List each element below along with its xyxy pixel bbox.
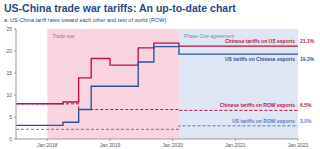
svg-text:3.0%: 3.0% [300, 118, 312, 124]
svg-text:Jan 2021: Jan 2021 [225, 142, 246, 148]
svg-text:Jan 2020: Jan 2020 [162, 142, 183, 148]
svg-text:Jan 2022: Jan 2022 [288, 142, 309, 148]
svg-text:0: 0 [9, 136, 12, 142]
svg-text:Phase One agreement: Phase One agreement [183, 32, 235, 39]
svg-text:6.5%: 6.5% [300, 102, 312, 108]
svg-text:20: 20 [8, 48, 12, 54]
svg-text:10: 10 [8, 92, 12, 98]
svg-text:21.1%: 21.1% [300, 38, 312, 44]
svg-text:Chinese tariffs on ROW exports: Chinese tariffs on ROW exports [220, 102, 296, 108]
html-text:a. US-China tariff rates towar: a. US-China tariff rates toward each oth… [4, 17, 167, 23]
svg-text:Jan 2018: Jan 2018 [37, 142, 58, 148]
svg-text:Chinese tariffs on US exports: Chinese tariffs on US exports [225, 38, 295, 44]
svg-text:Trade war: Trade war [52, 33, 75, 39]
svg-text:5: 5 [9, 114, 12, 120]
svg-text:25: 25 [8, 26, 12, 32]
svg-text:Jan 2019: Jan 2019 [100, 142, 121, 148]
svg-text:15: 15 [8, 70, 12, 76]
html-text:US-China trade war tariffs: An: US-China trade war tariffs: An up-to-dat… [4, 2, 236, 14]
svg-text:US tariffs on ROW exports: US tariffs on ROW exports [232, 118, 295, 124]
svg-text:19.3%: 19.3% [300, 56, 312, 62]
svg-text:US tariffs on Chinese exports: US tariffs on Chinese exports [225, 56, 295, 62]
